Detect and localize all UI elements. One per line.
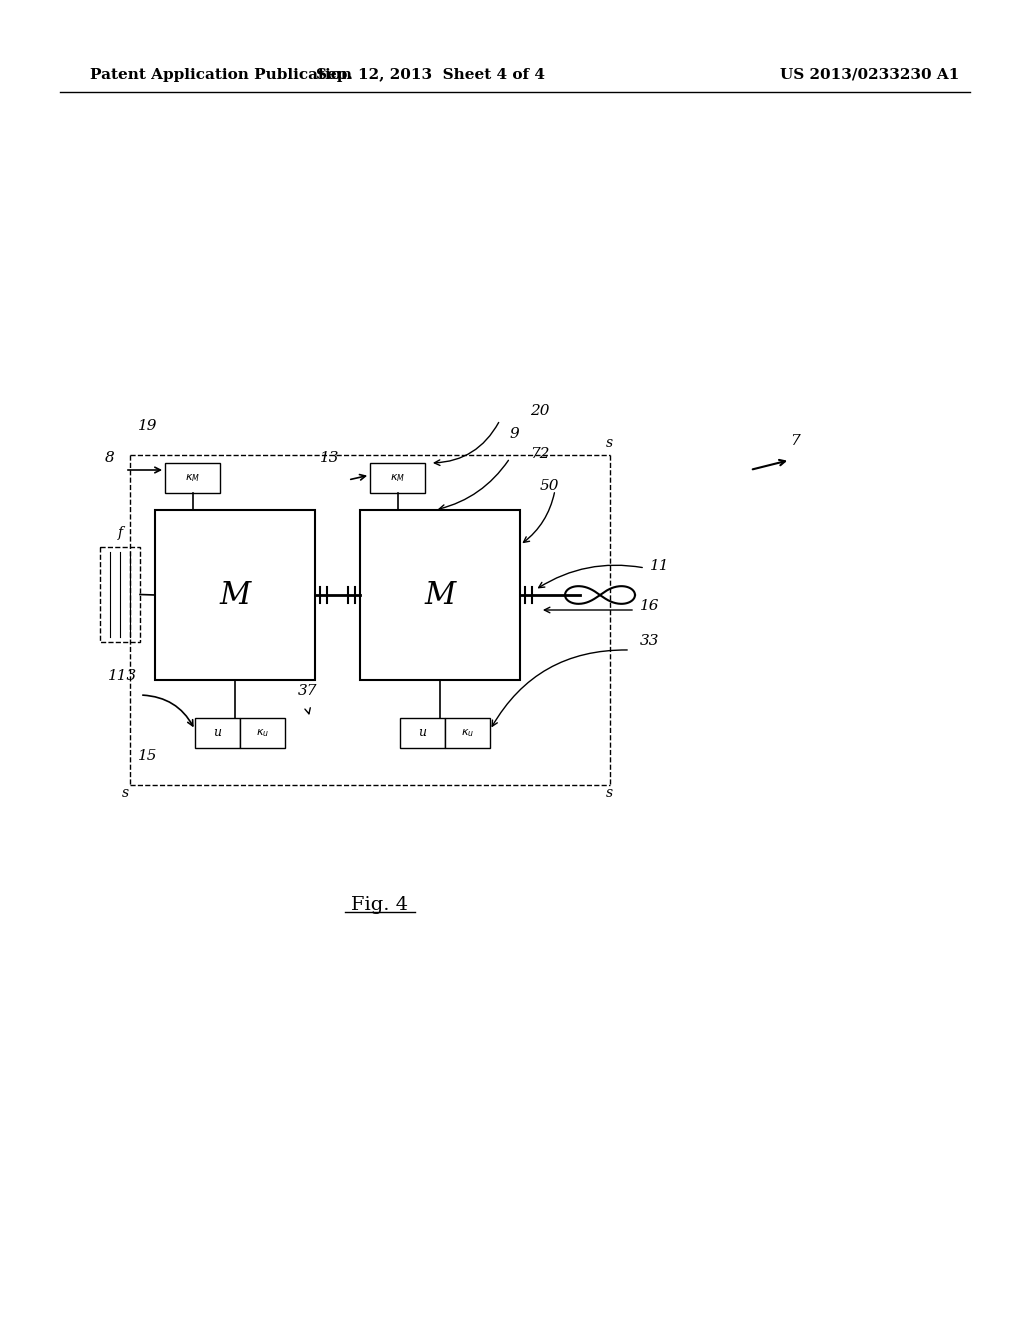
Text: 9: 9 — [510, 426, 520, 441]
Text: f: f — [118, 525, 123, 540]
Text: 16: 16 — [640, 599, 659, 612]
Text: s: s — [606, 436, 613, 450]
Text: u: u — [419, 726, 427, 739]
FancyBboxPatch shape — [100, 546, 140, 642]
Text: 72: 72 — [530, 447, 550, 461]
FancyBboxPatch shape — [165, 463, 220, 492]
Text: 50: 50 — [540, 479, 559, 492]
Text: 113: 113 — [108, 669, 137, 682]
FancyBboxPatch shape — [155, 510, 315, 680]
Text: M: M — [219, 579, 251, 610]
Text: s: s — [606, 785, 613, 800]
Text: 20: 20 — [530, 404, 550, 418]
Text: Sep. 12, 2013  Sheet 4 of 4: Sep. 12, 2013 Sheet 4 of 4 — [315, 69, 545, 82]
Text: M: M — [424, 579, 456, 610]
FancyBboxPatch shape — [445, 718, 490, 748]
FancyBboxPatch shape — [195, 718, 240, 748]
FancyBboxPatch shape — [360, 510, 520, 680]
Text: 37: 37 — [298, 684, 317, 698]
Text: 19: 19 — [138, 418, 158, 433]
FancyBboxPatch shape — [400, 718, 445, 748]
Text: s: s — [122, 785, 129, 800]
Text: $\kappa_u$: $\kappa_u$ — [461, 727, 474, 739]
Text: 15: 15 — [138, 748, 158, 763]
Text: $\kappa_M$: $\kappa_M$ — [185, 473, 200, 484]
Text: Fig. 4: Fig. 4 — [351, 896, 409, 913]
Text: 11: 11 — [650, 558, 670, 573]
Text: 13: 13 — [319, 451, 340, 465]
Text: u: u — [213, 726, 221, 739]
Text: $\kappa_M$: $\kappa_M$ — [390, 473, 406, 484]
Text: 8: 8 — [105, 451, 115, 465]
Text: 7: 7 — [790, 434, 800, 447]
FancyBboxPatch shape — [240, 718, 285, 748]
FancyBboxPatch shape — [370, 463, 425, 492]
Text: $\kappa_u$: $\kappa_u$ — [256, 727, 269, 739]
Text: Patent Application Publication: Patent Application Publication — [90, 69, 352, 82]
Text: US 2013/0233230 A1: US 2013/0233230 A1 — [780, 69, 959, 82]
Text: 33: 33 — [640, 634, 659, 648]
